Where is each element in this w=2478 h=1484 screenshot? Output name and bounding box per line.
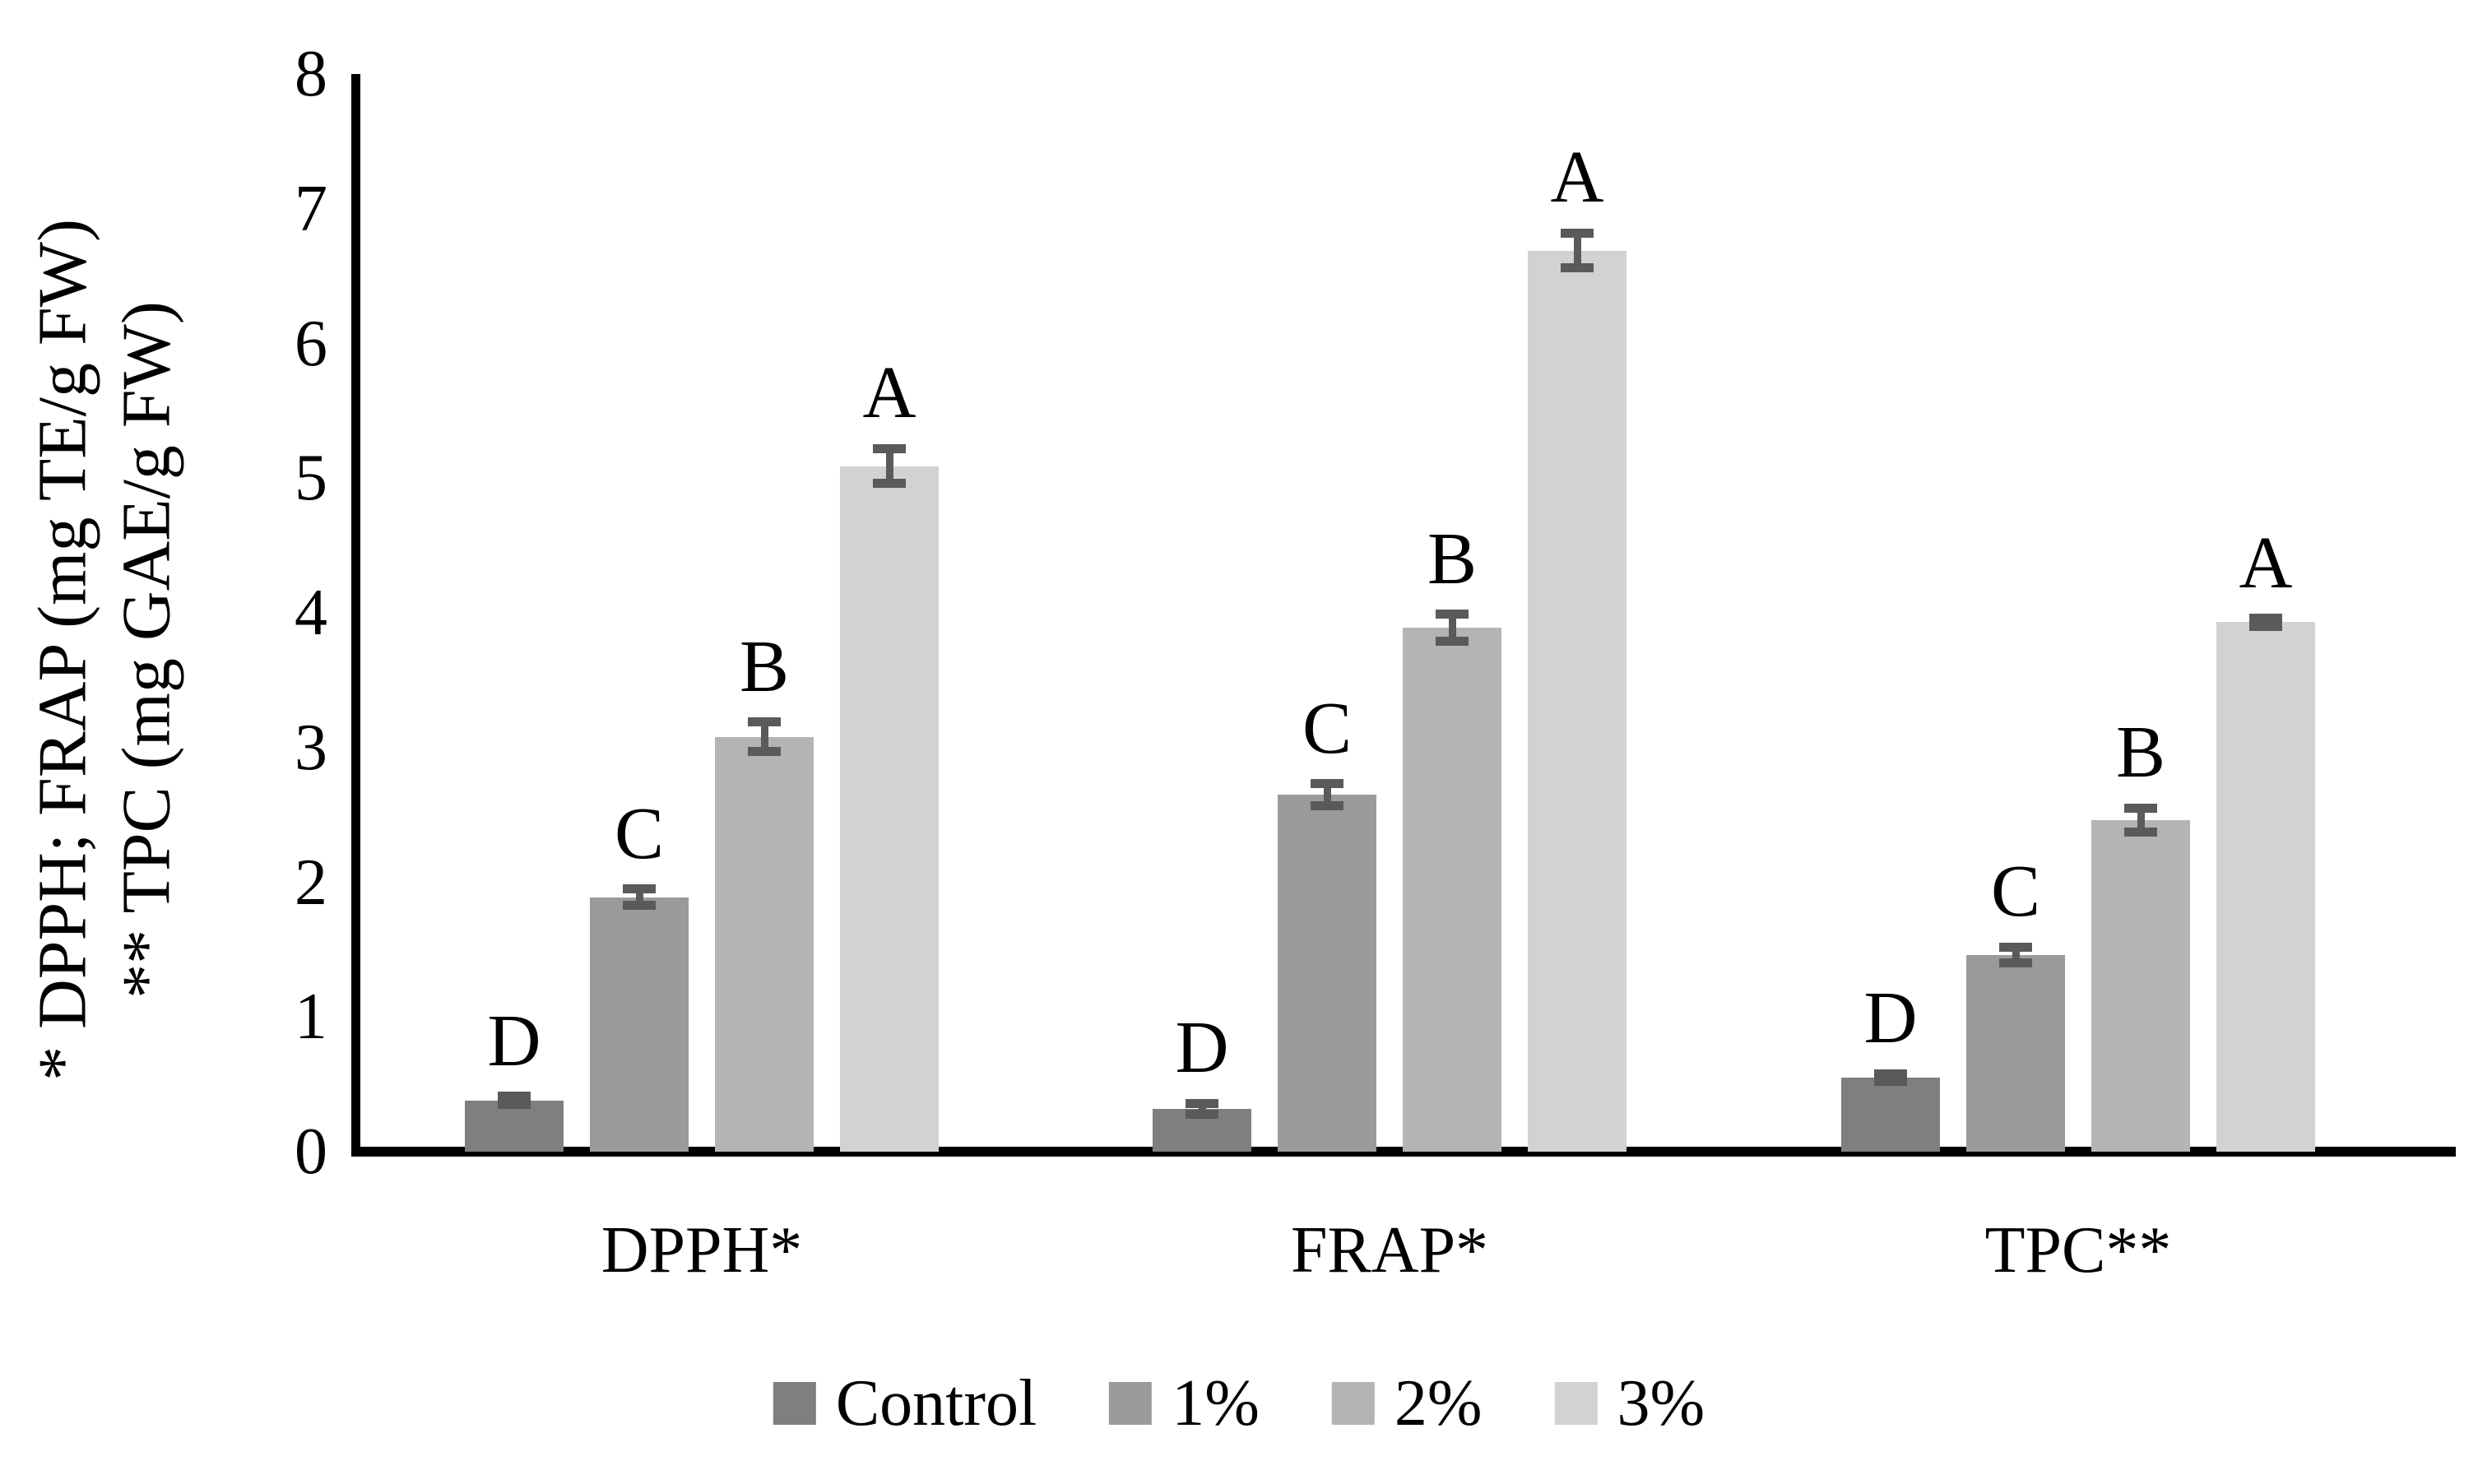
error-bar-cap	[2124, 803, 2157, 813]
legend-label: Control	[835, 1367, 1037, 1440]
error-bar-cap	[1874, 1069, 1907, 1078]
legend-swatch-icon	[773, 1382, 816, 1425]
y-tick-label: 5	[295, 442, 327, 515]
significance-letter: A	[862, 352, 916, 434]
error-bar-stem	[885, 448, 893, 484]
category-label-DPPH*: DPPH*	[601, 1214, 803, 1287]
error-bar-cap	[1999, 958, 2032, 968]
significance-letter: B	[2115, 712, 2166, 794]
significance-letter: D	[487, 999, 541, 1082]
error-bar-cap	[873, 479, 906, 489]
error-bar-cap	[1874, 1077, 1907, 1087]
error-bar-cap	[1186, 1098, 1218, 1108]
y-axis-title-line1: * DPPH; FRAP (mg TE/g FW)	[24, 219, 101, 1081]
error-bar-cap	[1561, 263, 1594, 273]
significance-letter: A	[2239, 522, 2293, 604]
error-bar-cap	[2124, 828, 2157, 837]
error-bar-cap	[748, 717, 781, 727]
bar-2%-DPPH*	[715, 736, 814, 1152]
error-bar-cap	[1186, 1109, 1218, 1119]
y-tick-label: 4	[295, 577, 327, 649]
legend-label: 1%	[1172, 1367, 1260, 1440]
error-bar-cap	[498, 1100, 531, 1110]
bar-3%-TPC**	[2216, 622, 2315, 1152]
y-tick-label: 1	[295, 981, 327, 1054]
bar-2%-TPC**	[2091, 820, 2190, 1152]
y-axis-title-line2: ** TPC (mg GAE/g FW)	[109, 301, 185, 999]
legend-label: 3%	[1617, 1367, 1705, 1440]
significance-letter: C	[1302, 687, 1353, 769]
significance-letter: B	[1427, 517, 1478, 600]
significance-letter: B	[739, 625, 790, 707]
y-tick-label: 3	[295, 711, 327, 784]
significance-letter: D	[1863, 977, 1918, 1060]
y-tick-label: 2	[295, 846, 327, 919]
legend-swatch-icon	[1554, 1382, 1598, 1425]
bar-2%-FRAP*	[1403, 628, 1501, 1152]
error-bar-cap	[623, 900, 656, 910]
error-bar-stem	[1573, 233, 1581, 268]
bar-3%-FRAP*	[1528, 250, 1626, 1152]
error-bar-stem	[1448, 614, 1456, 642]
error-bar-stem	[1198, 1103, 1206, 1115]
significance-letter: C	[614, 792, 665, 874]
error-bar-cap	[623, 884, 656, 894]
category-label-FRAP*: FRAP*	[1290, 1214, 1489, 1287]
legend-label: 2%	[1394, 1367, 1483, 1440]
legend-swatch-icon	[1109, 1382, 1153, 1425]
significance-letter: C	[1990, 851, 2041, 933]
legend-item-2%: 2%	[1331, 1367, 1483, 1440]
significance-letter: D	[1175, 1007, 1229, 1089]
bar-1%-FRAP*	[1278, 795, 1376, 1152]
bar-Control-TPC**	[1841, 1077, 1940, 1152]
error-bar-cap	[2249, 621, 2282, 631]
error-bar-cap	[748, 747, 781, 757]
error-bar-cap	[1999, 942, 2032, 952]
y-axis-title: * DPPH; FRAP (mg TE/g FW) ** TPC (mg GAE…	[21, 219, 190, 1081]
error-bar-stem	[2137, 808, 2145, 832]
error-bar-cap	[1311, 779, 1343, 789]
y-tick-label: 7	[295, 172, 327, 245]
y-tick-label: 6	[295, 307, 327, 380]
category-label-TPC**: TPC**	[1984, 1214, 2172, 1287]
legend-item-1%: 1%	[1109, 1369, 1260, 1438]
error-bar-stem	[1323, 783, 1331, 806]
legend: Control 1% 2% 3%	[773, 1369, 1705, 1438]
significance-letter: A	[1550, 137, 1604, 219]
error-bar-stem	[760, 721, 768, 752]
bar-1%-TPC**	[1966, 954, 2065, 1152]
bar-1%-DPPH*	[590, 897, 689, 1152]
error-bar-cap	[1436, 610, 1469, 619]
bar-3%-DPPH*	[840, 466, 939, 1152]
error-bar-cap	[1436, 636, 1469, 646]
error-bar-cap	[498, 1092, 531, 1101]
error-bar-cap	[873, 443, 906, 453]
error-bar-cap	[2249, 614, 2282, 624]
error-bar-cap	[1561, 228, 1594, 238]
error-bar-stem	[2012, 947, 2020, 963]
y-axis-line	[351, 74, 360, 1157]
legend-swatch-icon	[1331, 1382, 1375, 1425]
y-tick-label: 0	[295, 1115, 327, 1188]
y-tick-label: 8	[295, 38, 327, 110]
error-bar-cap	[1311, 800, 1343, 810]
error-bar-stem	[635, 888, 643, 906]
legend-item-Control: Control	[773, 1369, 1037, 1438]
legend-item-3%: 3%	[1554, 1367, 1705, 1440]
